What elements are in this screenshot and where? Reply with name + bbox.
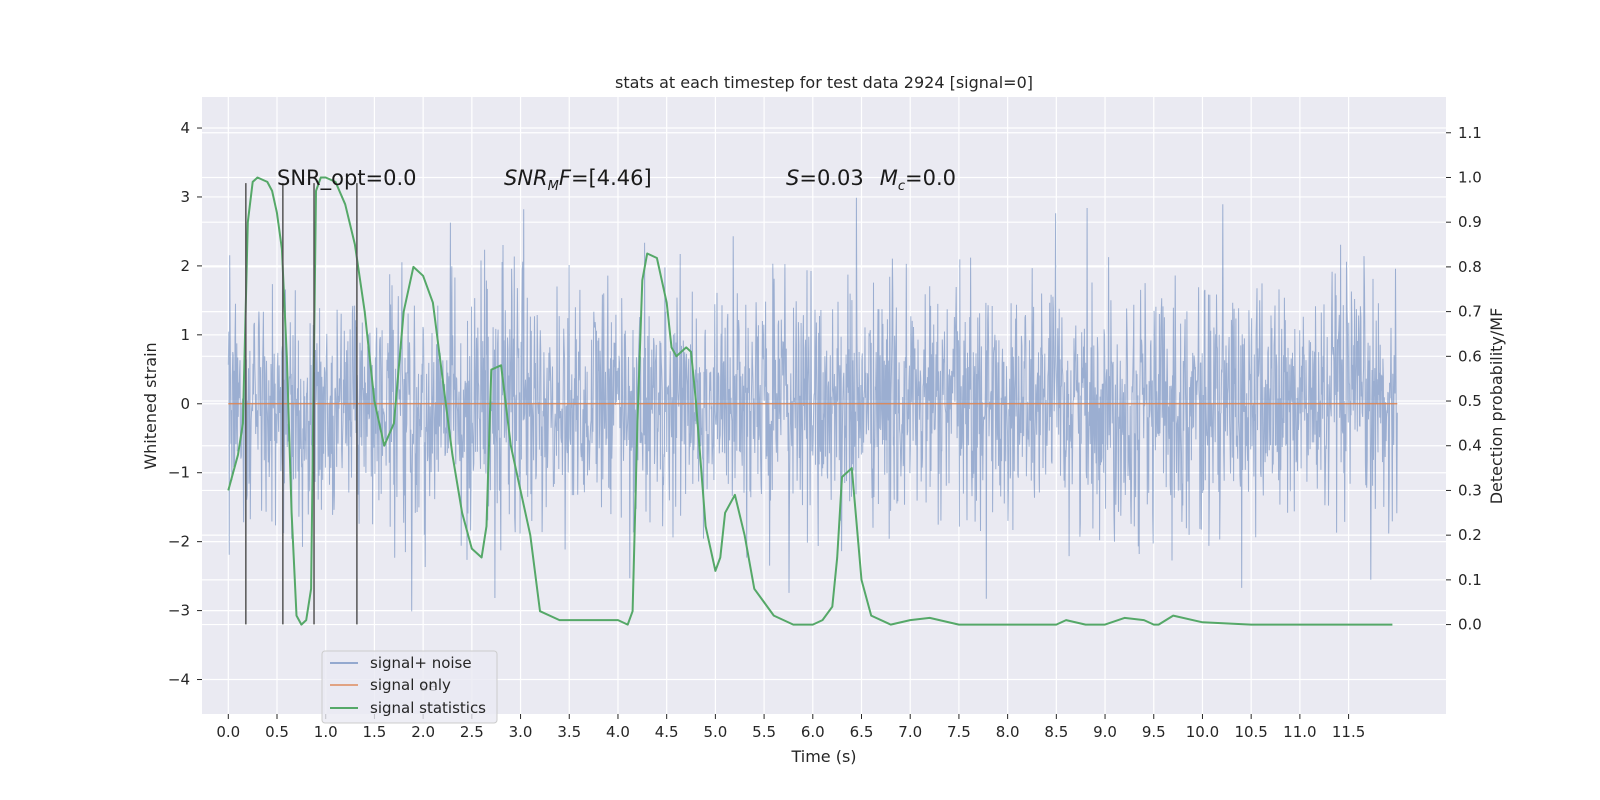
right-y-tick-label: 0.1 — [1458, 571, 1482, 589]
right-y-tick-label: 0.5 — [1458, 392, 1482, 410]
y-tick-label: −4 — [168, 671, 190, 689]
legend-overlap-text: se — [420, 677, 437, 695]
right-y-tick-label: 0.2 — [1458, 526, 1482, 544]
x-tick-label: 3.0 — [509, 723, 533, 741]
annotation-snr-mf-value: =[4.46] — [571, 166, 652, 190]
x-tick-label: 2.0 — [411, 723, 435, 741]
legend-label-signal: signal only — [370, 676, 451, 694]
y-tick-label: 4 — [180, 119, 190, 137]
y-tick-label: −2 — [168, 533, 190, 551]
y-tick-label: 3 — [180, 188, 190, 206]
x-tick-label: 9.5 — [1142, 723, 1166, 741]
x-tick-label: 3.5 — [557, 723, 581, 741]
chart-title: stats at each timestep for test data 292… — [615, 73, 1033, 92]
right-y-tick-label: 1.1 — [1458, 124, 1482, 142]
y-tick-label: 2 — [180, 257, 190, 275]
x-tick-label: 6.5 — [850, 723, 874, 741]
x-tick-label: 5.0 — [703, 723, 727, 741]
x-tick-label: 8.0 — [996, 723, 1020, 741]
y-axis-label: Whitened strain — [141, 342, 160, 469]
y-axis-ticks: −4 −3 −2 −1 0 1 2 3 4 — [168, 119, 202, 689]
right-y-tick-label: 1.0 — [1458, 168, 1482, 186]
x-tick-label: 10.0 — [1186, 723, 1219, 741]
legend: se signal+ noise signal only signal stat… — [321, 650, 498, 724]
annotation-s-mc: S=0.03 Mc=0.0 — [786, 166, 956, 194]
x-tick-label: 5.5 — [752, 723, 776, 741]
x-tick-label: 4.5 — [655, 723, 679, 741]
x-tick-label: 1.0 — [314, 723, 338, 741]
right-y-tick-label: 0.4 — [1458, 437, 1482, 455]
x-tick-label: 7.0 — [898, 723, 922, 741]
x-tick-label: 0.0 — [216, 723, 240, 741]
x-axis-label: Time (s) — [790, 747, 856, 766]
right-y-tick-label: 0.8 — [1458, 258, 1482, 276]
right-y-axis-label: Detection probability/MF — [1487, 308, 1506, 505]
x-tick-label: 9.0 — [1093, 723, 1117, 741]
y-tick-label: 1 — [180, 326, 190, 344]
x-tick-label: 11.5 — [1332, 723, 1365, 741]
right-y-tick-label: 0.3 — [1458, 481, 1482, 499]
y-tick-label: 0 — [180, 395, 190, 413]
x-tick-label: 6.0 — [801, 723, 825, 741]
y-tick-label: −1 — [168, 464, 190, 482]
x-tick-label: 2.5 — [460, 723, 484, 741]
x-tick-label: 1.5 — [362, 723, 386, 741]
x-tick-label: 10.5 — [1234, 723, 1267, 741]
vertical-markers — [245, 183, 358, 625]
x-tick-label: 8.5 — [1044, 723, 1068, 741]
y-tick-label: −3 — [168, 602, 190, 620]
annotation-snr-opt: SNR_opt=0.0 — [277, 166, 417, 191]
legend-label-noise: signal+ noise — [370, 654, 472, 672]
legend-box — [321, 650, 498, 724]
noise-trace — [227, 197, 1398, 612]
noise-series — [227, 197, 1398, 612]
right-y-tick-label: 0.7 — [1458, 303, 1482, 321]
right-y-tick-label: 0.0 — [1458, 616, 1482, 634]
x-tick-label: 4.0 — [606, 723, 630, 741]
x-axis-ticks: 0.0 0.5 1.0 1.5 2.0 2.5 3.0 3.5 4.0 4.5 5.0 5.5 6.0 6… — [216, 714, 1365, 741]
right-y-tick-label: 0.9 — [1458, 213, 1482, 231]
x-tick-label: 11.0 — [1283, 723, 1316, 741]
right-y-tick-label: 0.6 — [1458, 347, 1482, 365]
x-tick-label: 7.5 — [947, 723, 971, 741]
legend-label-statistics: signal statistics — [370, 699, 486, 717]
annotation-snr-mf: SNRMF=[4.46] — [504, 166, 652, 194]
x-tick-label: 0.5 — [265, 723, 289, 741]
right-y-axis-ticks: 0.0 0.1 0.2 0.3 0.4 0.5 0.6 0.7 0.8 0.9 1.0 1.1 — [1446, 124, 1482, 634]
